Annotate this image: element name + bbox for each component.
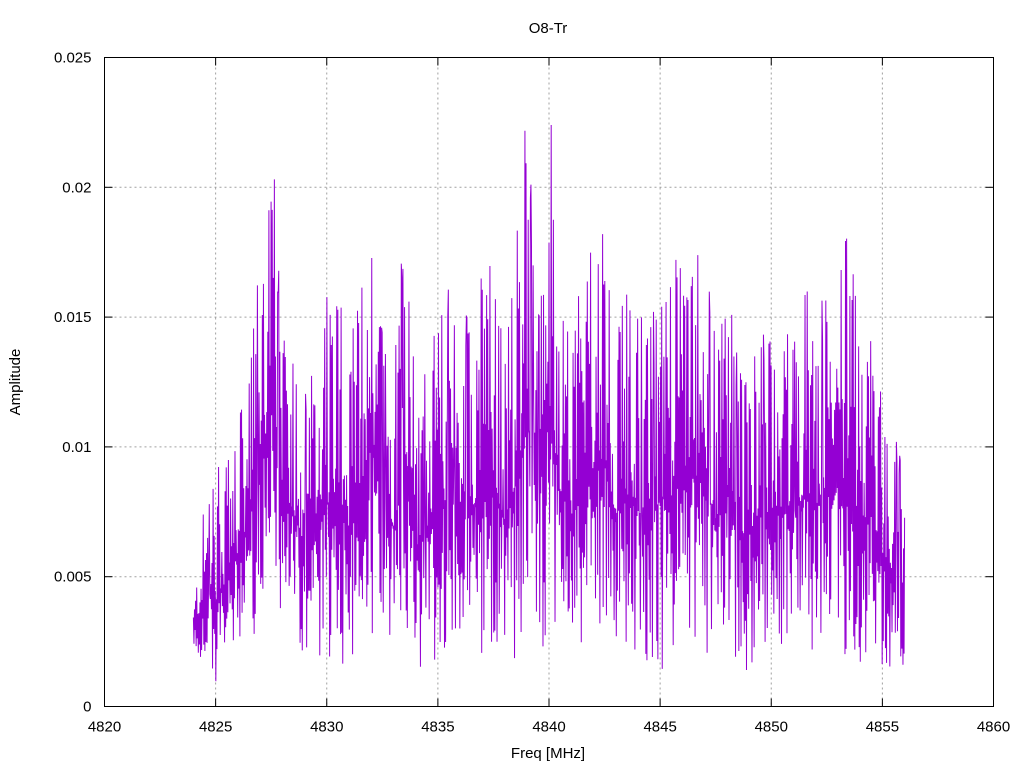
chart-title: O8-Tr [529, 20, 568, 37]
tick-layer [104, 57, 994, 707]
x-tick-label: 4845 [643, 719, 676, 736]
x-tick-labels: 4820 4825 4830 4835 4840 4845 4850 4855 4860 [88, 719, 1010, 736]
series-line [192, 125, 906, 682]
x-tick-label: 4850 [755, 719, 788, 736]
y-tick-label: 0.005 [54, 569, 92, 586]
y-tick-label: 0 [83, 699, 91, 716]
y-tick-label: 0.015 [54, 309, 92, 326]
x-axis-label: Freq [MHz] [511, 745, 585, 762]
y-tick-labels: 0 0.005 0.01 0.015 0.02 0.025 [54, 50, 92, 716]
y-axis-label: Amplitude [7, 349, 24, 416]
y-tick-label: 0.02 [62, 179, 91, 196]
x-tick-label: 4855 [866, 719, 899, 736]
x-tick-label: 4835 [421, 719, 454, 736]
x-tick-label: 4830 [310, 719, 343, 736]
x-tick-label: 4840 [532, 719, 565, 736]
x-tick-label: 4820 [88, 719, 121, 736]
x-tick-label: 4825 [199, 719, 232, 736]
y-tick-label: 0.01 [62, 439, 91, 456]
y-tick-label: 0.025 [54, 50, 92, 67]
x-tick-label: 4860 [977, 719, 1010, 736]
data-layer [192, 125, 906, 682]
